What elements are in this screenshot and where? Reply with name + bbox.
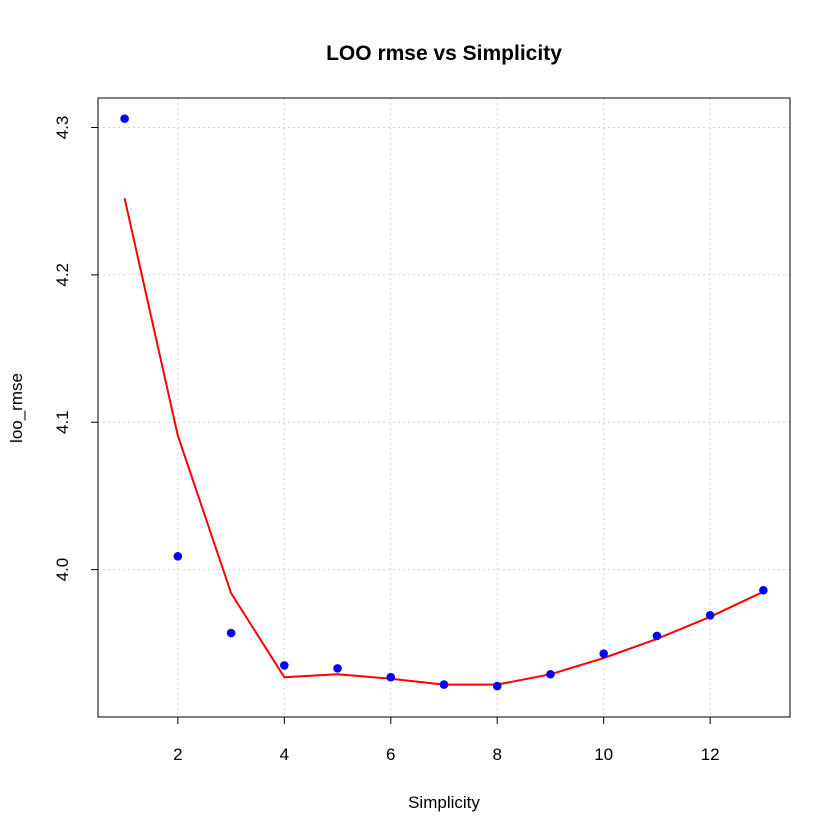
data-point [492, 681, 502, 691]
y-tick-label: 4.1 [53, 410, 72, 434]
y-axis-label: loo_rmse [7, 373, 26, 443]
plot-frame [97, 97, 791, 718]
data-point [226, 628, 236, 638]
grid-lines [98, 98, 790, 717]
x-tick-label: 10 [594, 745, 613, 764]
x-axis-label: Simplicity [408, 793, 480, 812]
chart-title: LOO rmse vs Simplicity [326, 42, 562, 65]
points-layer [120, 114, 768, 691]
x-tick-label: 8 [492, 745, 501, 764]
y-tick-label: 4.2 [53, 263, 72, 287]
fit-line [123, 197, 764, 686]
data-point [173, 552, 183, 561]
data-point [439, 680, 449, 689]
data-point [546, 669, 555, 679]
x-tick-label: 2 [173, 745, 182, 764]
y-tick-label: 4.3 [53, 116, 72, 140]
fit-line-layer [123, 197, 764, 686]
data-point [120, 114, 129, 123]
x-axis: 2 4 6 8 10 12 [173, 717, 720, 764]
data-point [386, 672, 396, 682]
x-tick-label: 6 [386, 745, 395, 764]
data-point [759, 585, 768, 595]
x-tick-label: 12 [701, 745, 720, 764]
y-tick-label: 4.0 [53, 558, 72, 582]
data-point [599, 649, 608, 658]
data-point [333, 664, 342, 673]
y-axis: 4.0 4.1 4.2 4.3 [53, 116, 98, 582]
data-point [280, 661, 289, 670]
x-tick-label: 4 [280, 745, 289, 764]
data-point [652, 631, 662, 641]
data-point [705, 611, 715, 620]
